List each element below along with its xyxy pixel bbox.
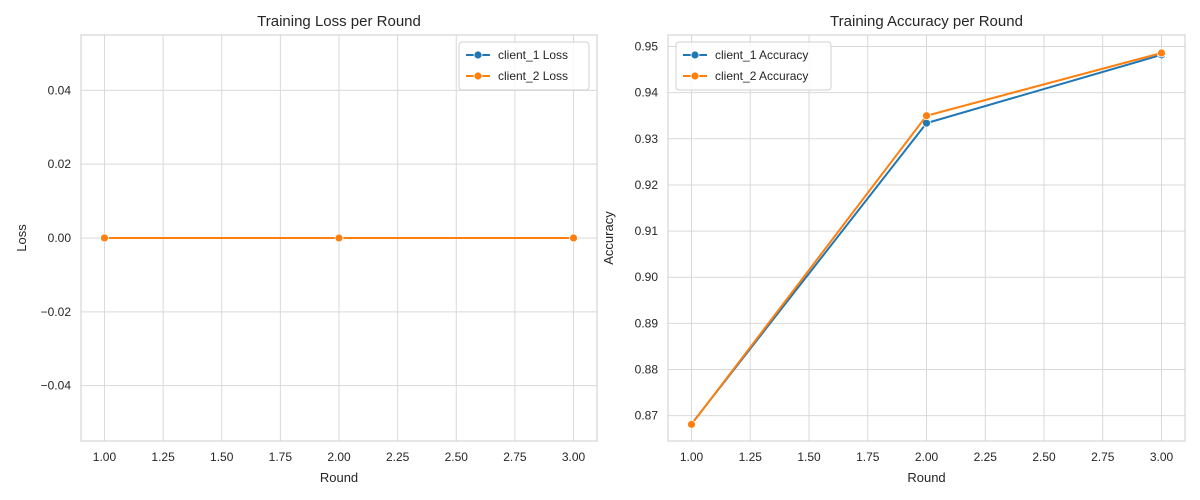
series-2-point [1157, 48, 1166, 58]
x-tick-label: 2.50 [1032, 450, 1056, 464]
y-tick-label: −0.04 [41, 379, 72, 393]
legend-marker-2 [690, 71, 700, 81]
x-tick-label: 2.75 [503, 450, 527, 464]
legend-marker-2 [473, 71, 483, 81]
series-2-point [687, 419, 696, 429]
legend-box [675, 41, 832, 91]
y-tick-label: 0.04 [48, 83, 72, 97]
accuracy-chart: 1.00 1.25 1.50 1.75 2.00 2.25 2.50 2.75 3.00 0.87… [601, 13, 1186, 485]
y-tick-label: −0.02 [41, 305, 72, 319]
y-tick-label: 0.87 [635, 409, 659, 423]
x-tick-label: 1.00 [93, 450, 117, 464]
y-tick-label: 0.93 [635, 132, 659, 146]
y-tick-label: 0.92 [635, 178, 659, 192]
series-2-point [100, 233, 109, 243]
x-tick-label: 2.25 [386, 450, 410, 464]
legend-label-2: client_2 Accuracy [715, 69, 808, 83]
legend-marker-1 [473, 50, 483, 60]
x-tick-label: 1.50 [797, 450, 821, 464]
y-tick-label: 0.88 [635, 362, 659, 376]
series-2-point [922, 111, 931, 121]
x-tick-label: 1.75 [269, 450, 293, 464]
x-tick-label: 2.25 [974, 450, 998, 464]
x-tick-label: 3.00 [1150, 450, 1174, 464]
y-tick-label: 0.89 [635, 316, 659, 330]
y-tick-label: 0.94 [635, 86, 659, 100]
y-tick-label: 0.91 [635, 224, 659, 238]
y-tick-label: 0.95 [635, 40, 659, 54]
x-tick-label: 1.75 [856, 450, 880, 464]
y-axis-label: Accuracy [601, 211, 616, 265]
x-tick-label: 1.00 [680, 450, 704, 464]
plot-frame [667, 34, 1186, 442]
legend-label-1: client_1 Loss [498, 48, 568, 62]
legend-box [458, 41, 590, 91]
loss-chart: 1.00 1.25 1.50 1.75 2.00 2.25 2.50 2.75 3.00 −0.0… [14, 13, 598, 485]
x-tick-label: 1.25 [151, 450, 175, 464]
legend-marker-1 [690, 50, 700, 60]
x-tick-label: 3.00 [562, 450, 586, 464]
x-tick-label: 2.75 [1091, 450, 1115, 464]
x-axis-label: Round [320, 470, 358, 485]
legend-label-1: client_1 Accuracy [715, 48, 808, 62]
y-tick-label: 0.02 [48, 157, 72, 171]
chart-title: Training Accuracy per Round [830, 13, 1023, 30]
series-2-point [569, 233, 578, 243]
y-tick-label: 0.90 [635, 270, 659, 284]
legend-label-2: client_2 Loss [498, 69, 568, 83]
x-tick-label: 1.50 [210, 450, 234, 464]
x-axis-label: Round [907, 470, 945, 485]
x-tick-label: 2.00 [327, 450, 351, 464]
chart-title: Training Loss per Round [257, 13, 421, 30]
y-tick-label: 0.00 [48, 231, 72, 245]
x-tick-label: 1.25 [739, 450, 763, 464]
y-axis-label: Loss [14, 224, 29, 252]
x-tick-label: 2.50 [445, 450, 469, 464]
x-tick-label: 2.00 [915, 450, 939, 464]
plot-frame [80, 34, 598, 442]
series-2-point [334, 233, 344, 243]
